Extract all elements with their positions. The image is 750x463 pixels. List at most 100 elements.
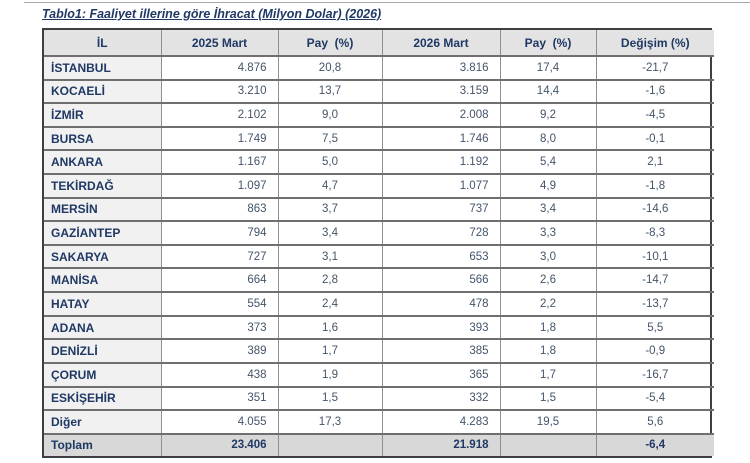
cell-2025-share: 7,5	[277, 126, 382, 151]
col-header-pay-2025: Pay (%)	[277, 30, 382, 56]
cell-2025-share: 1,6	[277, 315, 382, 340]
cell-2025-value: 727	[160, 244, 278, 269]
cell-2026-value: 393	[381, 315, 500, 340]
cell-il: SAKARYA	[44, 244, 161, 269]
cell-2026-share: 19,5	[499, 410, 596, 434]
cell-il: DENİZLİ	[44, 339, 161, 363]
cell-change: 5,5	[595, 315, 714, 340]
cell-2025-share: 3,4	[277, 221, 382, 245]
cell-2026-value: 653	[381, 244, 500, 269]
cell-2025-share: 13,7	[277, 79, 382, 104]
col-header-2026-mart: 2026 Mart	[381, 30, 500, 56]
cell-2025-share: 2,8	[277, 268, 382, 293]
cell-2025-value: 389	[160, 339, 278, 363]
cell-2025-value: 438	[160, 362, 278, 387]
cell-2026-value: 385	[381, 339, 500, 363]
table-row: ESKİŞEHİR 351 1,5 332 1,5 -5,4	[44, 386, 714, 411]
cell-il: ÇORUM	[44, 362, 161, 387]
cell-2026-value: 2.008	[381, 103, 500, 127]
cell-total-change: -6,4	[595, 433, 714, 456]
export-table: İL 2025 Mart Pay (%) 2026 Mart Pay (%) D…	[44, 30, 714, 456]
cell-2025-share: 5,0	[277, 150, 382, 175]
table-row: ADANA 373 1,6 393 1,8 5,5	[44, 315, 714, 340]
cell-2026-share: 1,5	[499, 386, 596, 411]
cell-il: İZMİR	[44, 103, 161, 127]
cell-change: -0,9	[595, 339, 714, 363]
cell-2026-share: 5,4	[499, 150, 596, 175]
cell-change: -1,6	[595, 79, 714, 104]
cell-2026-value: 478	[381, 292, 500, 316]
cell-2025-share: 2,4	[277, 292, 382, 316]
cell-change: -4,5	[595, 103, 714, 127]
cell-il: ADANA	[44, 315, 161, 340]
cell-2025-value: 664	[160, 268, 278, 293]
cell-2026-value: 1.192	[381, 150, 500, 175]
table-row: MANİSA 664 2,8 566 2,6 -14,7	[44, 268, 714, 293]
table-row: Diğer 4.055 17,3 4.283 19,5 5,6	[44, 410, 714, 434]
cell-2025-share: 17,3	[277, 410, 382, 434]
cell-change: -5,4	[595, 386, 714, 411]
page-top-divider	[24, 2, 750, 3]
table-row: ÇORUM 438 1,9 365 1,7 -16,7	[44, 362, 714, 387]
total-row: Toplam 23.406 21.918 -6,4	[44, 433, 714, 456]
cell-2026-share: 4,9	[499, 174, 596, 198]
cell-il: MANİSA	[44, 268, 161, 293]
cell-2025-value: 1.167	[160, 150, 278, 175]
cell-2026-value: 737	[381, 197, 500, 222]
cell-2025-value: 554	[160, 292, 278, 316]
cell-2026-value: 3.816	[381, 56, 500, 80]
cell-2025-value: 863	[160, 197, 278, 222]
table-row: SAKARYA 727 3,1 653 3,0 -10,1	[44, 244, 714, 269]
cell-2026-share: 1,8	[499, 315, 596, 340]
cell-il: BURSA	[44, 126, 161, 151]
cell-total-2025-share	[277, 433, 382, 456]
table-row: GAZİANTEP 794 3,4 728 3,3 -8,3	[44, 221, 714, 245]
table-row: MERSİN 863 3,7 737 3,4 -14,6	[44, 197, 714, 222]
cell-change: -8,3	[595, 221, 714, 245]
table-row: İZMİR 2.102 9,0 2.008 9,2 -4,5	[44, 103, 714, 127]
cell-2026-share: 8,0	[499, 126, 596, 151]
cell-2025-share: 20,8	[277, 56, 382, 80]
cell-change: -14,6	[595, 197, 714, 222]
cell-total-2025: 23.406	[160, 433, 278, 456]
cell-il: KOCAELİ	[44, 79, 161, 104]
export-table-container: İL 2025 Mart Pay (%) 2026 Mart Pay (%) D…	[42, 28, 714, 458]
col-header-degisim: Değişim (%)	[595, 30, 714, 56]
col-header-2025-mart: 2025 Mart	[160, 30, 278, 56]
cell-2026-share: 17,4	[499, 56, 596, 80]
table-row: İSTANBUL 4.876 20,8 3.816 17,4 -21,7	[44, 56, 714, 80]
cell-change: -13,7	[595, 292, 714, 316]
cell-2025-value: 1.097	[160, 174, 278, 198]
cell-2026-share: 1,7	[499, 362, 596, 387]
cell-2025-share: 9,0	[277, 103, 382, 127]
col-header-il: İL	[44, 30, 161, 56]
cell-2025-value: 2.102	[160, 103, 278, 127]
table-row: DENİZLİ 389 1,7 385 1,8 -0,9	[44, 339, 714, 363]
cell-il: Diğer	[44, 410, 161, 434]
col-header-pay-2026: Pay (%)	[499, 30, 596, 56]
cell-2026-value: 4.283	[381, 410, 500, 434]
cell-total-2026: 21.918	[381, 433, 500, 456]
cell-il: TEKİRDAĞ	[44, 174, 161, 198]
cell-2026-value: 332	[381, 386, 500, 411]
cell-il: HATAY	[44, 292, 161, 316]
cell-2025-value: 4.055	[160, 410, 278, 434]
cell-change: -16,7	[595, 362, 714, 387]
cell-il: MERSİN	[44, 197, 161, 222]
cell-change: -21,7	[595, 56, 714, 80]
cell-2026-share: 2,2	[499, 292, 596, 316]
table-row: TEKİRDAĞ 1.097 4,7 1.077 4,9 -1,8	[44, 174, 714, 198]
cell-2026-share: 3,4	[499, 197, 596, 222]
cell-2025-share: 4,7	[277, 174, 382, 198]
cell-2025-share: 3,1	[277, 244, 382, 269]
cell-2026-share: 2,6	[499, 268, 596, 293]
table-row: KOCAELİ 3.210 13,7 3.159 14,4 -1,6	[44, 79, 714, 104]
cell-il: ESKİŞEHİR	[44, 386, 161, 411]
cell-2026-share: 3,3	[499, 221, 596, 245]
cell-2025-value: 794	[160, 221, 278, 245]
cell-2026-value: 728	[381, 221, 500, 245]
header-row: İL 2025 Mart Pay (%) 2026 Mart Pay (%) D…	[44, 30, 714, 56]
cell-2026-share: 1,8	[499, 339, 596, 363]
cell-2026-value: 1.077	[381, 174, 500, 198]
cell-2026-share: 9,2	[499, 103, 596, 127]
